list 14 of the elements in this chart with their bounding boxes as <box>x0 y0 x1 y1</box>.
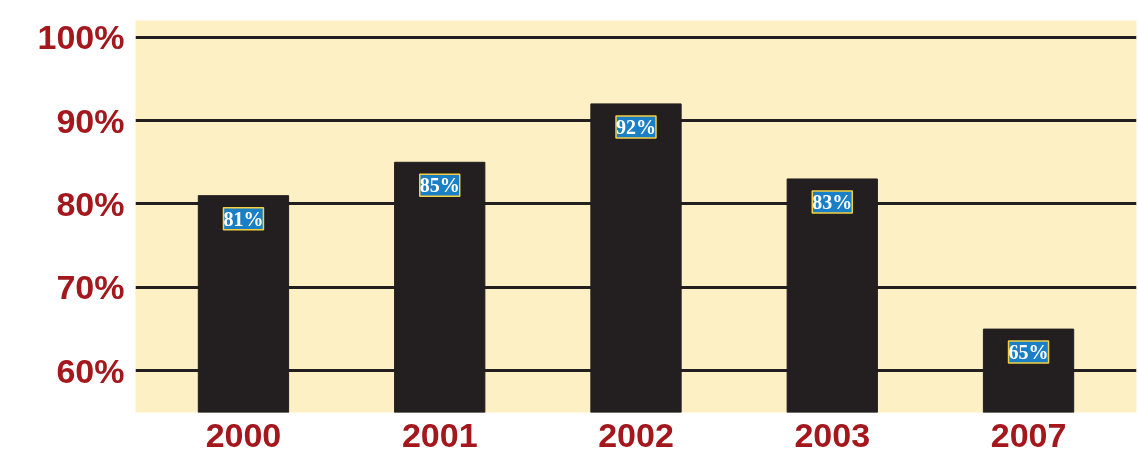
y-tick-label: 70% <box>56 268 125 307</box>
x-tick-label: 2002 <box>598 415 674 454</box>
y-tick-label: 100% <box>37 18 125 57</box>
data-label: 85% <box>419 174 460 197</box>
data-label: 65% <box>1008 341 1049 364</box>
y-tick-label: 80% <box>56 184 125 223</box>
x-tick-label: 2000 <box>205 415 282 454</box>
x-tick-label: 2007 <box>990 415 1067 454</box>
data-label: 83% <box>812 190 853 213</box>
x-tick-label: 2003 <box>794 415 871 454</box>
x-tick-label: 2001 <box>401 415 478 454</box>
data-label: 81% <box>223 207 264 230</box>
y-tick-label: 60% <box>56 351 125 390</box>
y-tick-label: 90% <box>56 101 125 140</box>
